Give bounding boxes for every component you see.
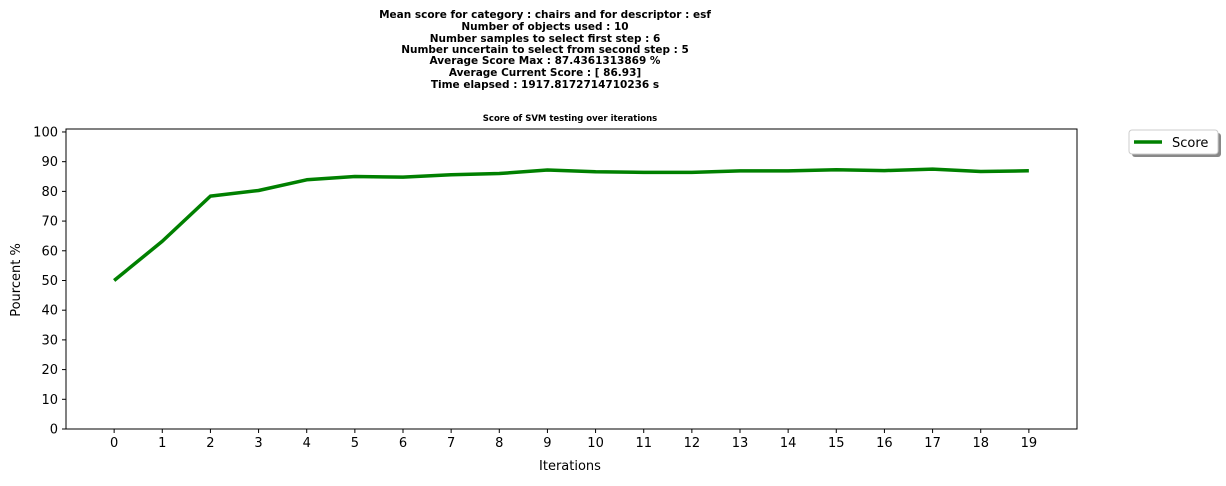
x-tick-label: 13 (732, 436, 749, 451)
x-tick-label: 7 (447, 436, 455, 451)
x-axis-label: Iterations (539, 459, 601, 474)
header-line-score-max: Average Score Max : 87.4361313869 % (430, 55, 661, 67)
plot-area-frame (65, 128, 1078, 430)
y-tick-label: 0 (50, 423, 58, 438)
legend-box (1128, 129, 1219, 155)
y-axis-ticks: 0 10 20 30 40 50 60 70 80 90 100 (33, 125, 66, 438)
x-tick-label: 3 (254, 436, 262, 451)
y-tick-label: 100 (33, 125, 58, 140)
x-tick-label: 4 (303, 436, 311, 451)
chart-header: Mean score for category : chairs and for… (379, 9, 711, 91)
x-tick-label: 12 (684, 436, 701, 451)
x-tick-label: 15 (828, 436, 845, 451)
x-tick-label: 11 (635, 436, 652, 451)
header-line-current-score: Average Current Score : [ 86.93] (449, 67, 641, 79)
header-line-first-step: Number samples to select first step : 6 (430, 33, 661, 45)
x-tick-label: 9 (543, 436, 551, 451)
y-tick-label: 10 (41, 393, 58, 408)
legend-label-score: Score (1172, 136, 1208, 151)
x-tick-label: 17 (924, 436, 941, 451)
chart-legend: Score (1128, 129, 1221, 157)
x-tick-label: 16 (876, 436, 893, 451)
header-line-second-step: Number uncertain to select from second s… (401, 44, 689, 56)
score-series-line (113, 167, 1029, 282)
y-tick-label: 40 (41, 304, 58, 319)
x-axis-ticks: 0 1 2 3 4 5 6 7 8 9 10 11 12 13 14 15 16 17 18 19 (110, 429, 1037, 451)
chart-title: Score of SVM testing over iterations (483, 114, 657, 124)
y-tick-label: 60 (41, 244, 58, 259)
y-tick-label: 30 (41, 333, 58, 348)
x-tick-label: 6 (399, 436, 407, 451)
x-tick-label: 1 (158, 436, 166, 451)
x-tick-label: 14 (780, 436, 797, 451)
x-tick-label: 19 (1021, 436, 1038, 451)
y-tick-label: 80 (41, 185, 58, 200)
y-tick-label: 70 (41, 215, 58, 230)
header-line-category: Mean score for category : chairs and for… (379, 9, 711, 21)
y-tick-label: 20 (41, 363, 58, 378)
header-line-objects: Number of objects used : 10 (461, 21, 628, 33)
x-tick-label: 18 (972, 436, 989, 451)
x-tick-label: 2 (206, 436, 214, 451)
x-tick-label: 0 (110, 436, 118, 451)
y-tick-label: 90 (41, 155, 58, 170)
y-tick-label: 50 (41, 274, 58, 289)
x-tick-label: 5 (351, 436, 359, 451)
y-axis-label: Pourcent % (9, 243, 24, 317)
x-tick-label: 8 (495, 436, 503, 451)
header-line-time-elapsed: Time elapsed : 1917.8172714710236 s (431, 79, 659, 91)
x-tick-label: 10 (587, 436, 604, 451)
